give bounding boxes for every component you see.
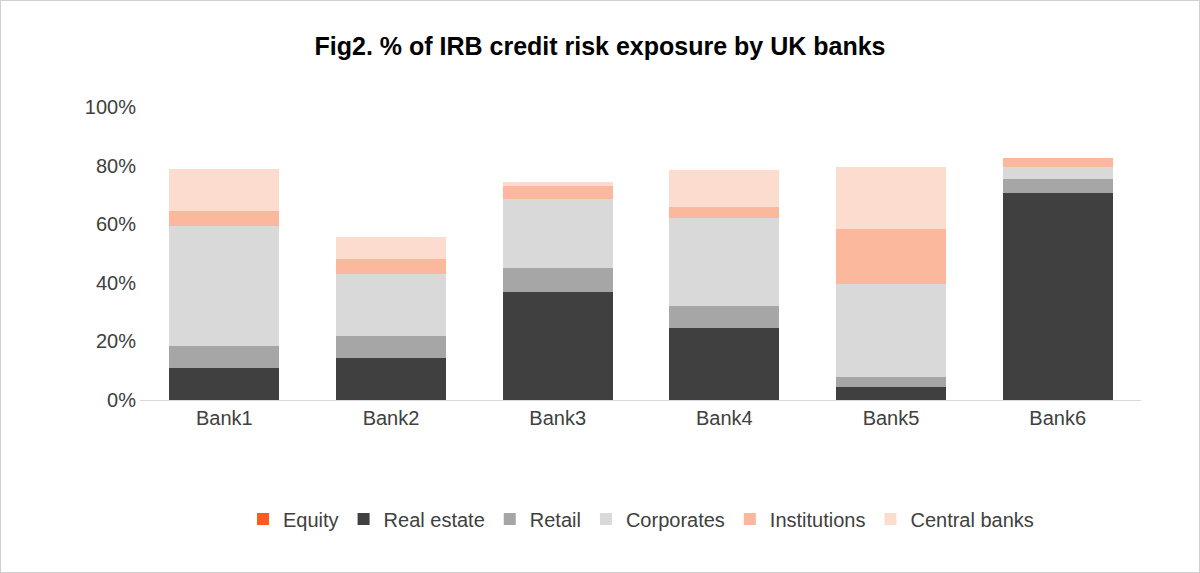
svg-text:Bank2: Bank2 (363, 407, 420, 429)
svg-text:Real estate: Real estate (384, 509, 485, 531)
svg-text:20%: 20% (96, 330, 136, 352)
svg-text:Fig2. % of IRB credit risk exp: Fig2. % of IRB credit risk exposure by U… (315, 32, 886, 60)
svg-text:Bank3: Bank3 (529, 407, 586, 429)
svg-text:Corporates: Corporates (626, 509, 725, 531)
svg-text:Equity: Equity (283, 509, 339, 531)
svg-text:40%: 40% (96, 272, 136, 294)
svg-text:Bank5: Bank5 (863, 407, 920, 429)
svg-text:Bank4: Bank4 (696, 407, 753, 429)
svg-text:80%: 80% (96, 155, 136, 177)
svg-text:Central banks: Central banks (910, 509, 1033, 531)
svg-text:Retail: Retail (530, 509, 581, 531)
svg-text:60%: 60% (96, 213, 136, 235)
svg-text:100%: 100% (85, 96, 136, 118)
svg-text:Bank1: Bank1 (196, 407, 253, 429)
svg-text:0%: 0% (107, 389, 136, 411)
svg-text:Bank6: Bank6 (1029, 407, 1086, 429)
svg-text:Institutions: Institutions (770, 509, 866, 531)
